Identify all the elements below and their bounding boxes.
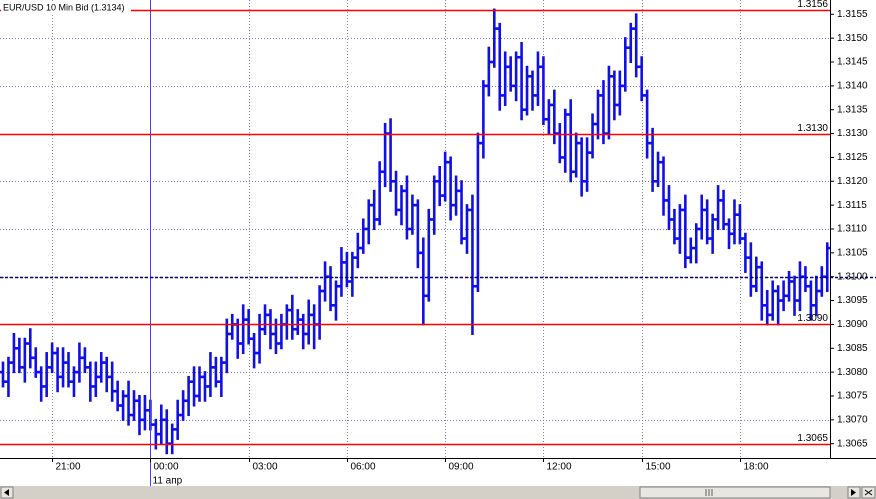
x-tick-label: 15:00 bbox=[646, 462, 671, 473]
y-tick-label: 1.3105 bbox=[837, 247, 868, 258]
y-tick-label: 1.3115 bbox=[837, 200, 867, 211]
y-tick-label: 1.3075 bbox=[837, 391, 868, 402]
x-tick-label: 09:00 bbox=[449, 462, 474, 473]
chart-title: EUR/USD 10 Min Bid (1.3134) bbox=[3, 2, 125, 12]
title-background bbox=[1, 1, 131, 13]
y-tick-label: 1.3120 bbox=[837, 176, 868, 187]
y-tick-label: 1.3095 bbox=[837, 295, 868, 306]
y-tick-label: 1.3135 bbox=[837, 104, 868, 115]
y-tick-label: 1.3110 bbox=[837, 224, 867, 235]
x-tick-label: 12:00 bbox=[547, 462, 572, 473]
level-label: 1.3156 bbox=[797, 0, 828, 10]
x-tick-label: 18:00 bbox=[744, 462, 769, 473]
separator-label: 11 апр bbox=[153, 476, 183, 487]
y-tick-label: 1.3065 bbox=[837, 438, 868, 449]
y-tick-label: 1.3150 bbox=[837, 33, 868, 44]
x-tick-label: 21:00 bbox=[56, 462, 81, 473]
level-label: 1.3065 bbox=[797, 433, 828, 444]
y-tick-label: 1.3125 bbox=[837, 152, 868, 163]
y-tick-label: 1.3100 bbox=[837, 271, 868, 282]
x-tick-label: 06:00 bbox=[351, 462, 376, 473]
y-tick-label: 1.3070 bbox=[837, 414, 868, 425]
x-tick-label: 00:00 bbox=[154, 462, 179, 473]
y-tick-label: 1.3140 bbox=[837, 81, 868, 92]
zoom-icon bbox=[864, 489, 873, 496]
arrow-left bbox=[4, 489, 9, 496]
bars bbox=[0, 8, 831, 455]
level-label: 1.3130 bbox=[797, 123, 828, 134]
y-tick-label: 1.3090 bbox=[837, 319, 868, 330]
arrow-right bbox=[851, 489, 856, 496]
scrollbar[interactable] bbox=[0, 486, 876, 499]
y-tick-label: 1.3085 bbox=[837, 343, 868, 354]
level-label: 1.3090 bbox=[797, 313, 828, 324]
scroll-thumb[interactable] bbox=[639, 486, 831, 499]
overlays: 1.3156 1.3130 1.3090 1.3065 bbox=[0, 0, 876, 486]
y-tick-label: 1.3155 bbox=[837, 9, 868, 20]
y-tick-label: 1.3145 bbox=[837, 57, 868, 68]
y-tick-label: 1.3130 bbox=[837, 128, 868, 139]
y-tick-label: 1.3080 bbox=[837, 367, 868, 378]
x-tick-label: 03:00 bbox=[253, 462, 278, 473]
